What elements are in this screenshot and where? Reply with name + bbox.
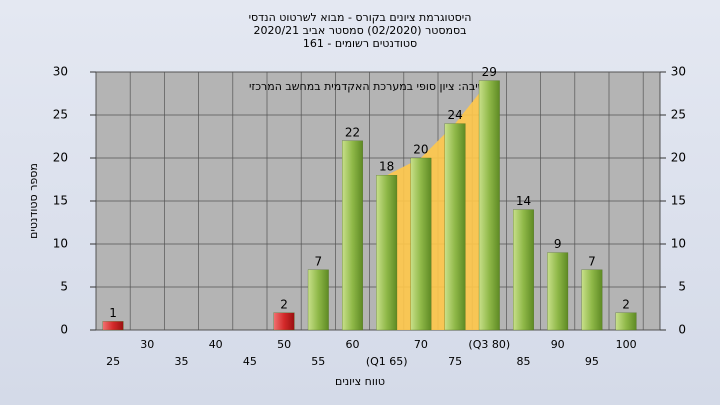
- x-tick-label: 55: [311, 355, 325, 368]
- y-tick-label: 30: [53, 65, 68, 79]
- data-label: 9: [554, 237, 562, 251]
- x-tick-label: 45: [243, 355, 257, 368]
- data-label: 7: [314, 254, 322, 268]
- bar: [273, 312, 295, 331]
- x-tick-label: 50: [277, 338, 291, 351]
- y2-tick-label: 20: [671, 151, 686, 165]
- x-axis-title: טווח ציונים: [335, 375, 385, 388]
- data-label: 18: [379, 160, 394, 174]
- data-label: 1: [109, 306, 117, 320]
- x-tick-label: 35: [175, 355, 189, 368]
- bar: [376, 175, 398, 331]
- x-tick-label: 90: [551, 338, 565, 351]
- bar: [444, 123, 466, 331]
- data-label: 7: [588, 254, 596, 268]
- y-tick-label: 25: [53, 108, 68, 122]
- x-tick-label: 100: [616, 338, 637, 351]
- bar: [342, 140, 363, 331]
- y-tick-label: 0: [60, 323, 68, 337]
- y-tick-label: 10: [53, 237, 68, 251]
- x-tick-label: 85: [517, 355, 531, 368]
- x-tick-label: 75: [448, 355, 462, 368]
- y2-tick-label: 10: [671, 237, 686, 251]
- x-tick-label: (Q3 80): [468, 338, 510, 351]
- bar: [307, 269, 329, 331]
- bar: [615, 312, 637, 331]
- title-line: היסטוגרמת ציונים בקורס - מבוא לשרטוט הנד…: [249, 11, 472, 24]
- x-tick-label: (Q1 65): [366, 355, 408, 368]
- bar: [410, 157, 432, 331]
- y-tick-label: 5: [60, 280, 68, 294]
- x-tick-label: 95: [585, 355, 599, 368]
- data-label: 14: [516, 194, 531, 208]
- y-tick-label: 20: [53, 151, 68, 165]
- x-tick-label: 70: [414, 338, 428, 351]
- bar: [513, 209, 534, 331]
- data-label: 29: [482, 65, 497, 79]
- data-label: 20: [413, 143, 428, 157]
- bar: [102, 321, 124, 331]
- y2-tick-label: 25: [671, 108, 686, 122]
- bar: [478, 80, 500, 331]
- data-label: 2: [622, 297, 630, 311]
- y2-tick-label: 5: [678, 280, 686, 294]
- x-tick-label: 25: [106, 355, 120, 368]
- y2-tick-label: 15: [671, 194, 686, 208]
- x-tick-label: 40: [209, 338, 223, 351]
- data-label: 22: [345, 125, 360, 139]
- title-line: בסמסטר (02/2020) סמסטר אביב 2020/21: [253, 24, 466, 37]
- title-line: סטודנטים רשומים - 161: [303, 37, 417, 50]
- y2-tick-label: 30: [671, 65, 686, 79]
- data-label: 2: [280, 297, 288, 311]
- data-label: 24: [447, 108, 462, 122]
- y2-tick-label: 0: [678, 323, 686, 337]
- y-axis-title: מספר סטודנטים: [27, 163, 40, 239]
- annotation: בחשיבה: ציון סופי במערכת האקדמית במחשב ה…: [249, 80, 499, 93]
- y-tick-label: 15: [53, 194, 68, 208]
- bar: [547, 252, 569, 331]
- x-tick-label: 30: [140, 338, 154, 351]
- x-tick-label: 60: [346, 338, 360, 351]
- bar: [581, 269, 603, 331]
